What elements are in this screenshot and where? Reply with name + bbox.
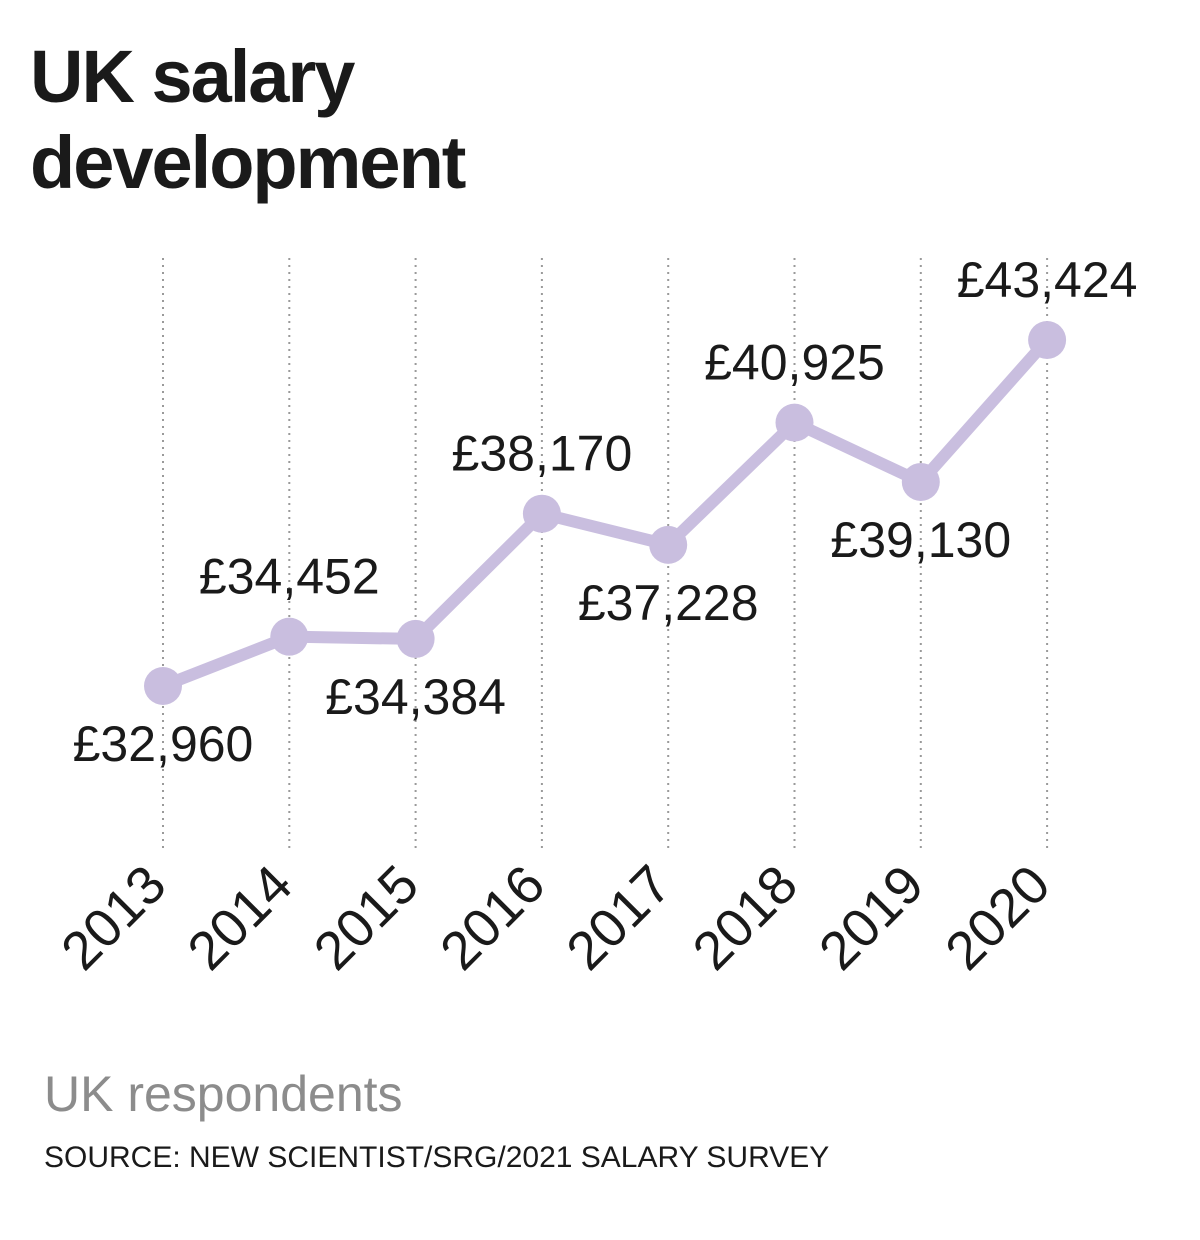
x-tick-2018: 2018 — [682, 854, 809, 981]
data-point-2020 — [1028, 321, 1067, 359]
data-point-2019 — [901, 462, 940, 501]
x-tick-2017: 2017 — [555, 854, 682, 981]
data-label-2017: £37,228 — [578, 575, 759, 631]
x-tick-2014: 2014 — [176, 854, 303, 981]
chart-area: £32,960 £34,452 £34,384 £38,170 £37,228 £40,9… — [50, 252, 1138, 981]
data-point-2017 — [649, 525, 688, 564]
source-note: SOURCE: NEW SCIENTIST/SRG/2021 SALARY SU… — [44, 1141, 830, 1174]
data-label-2013: £32,960 — [73, 716, 254, 772]
data-label-2015: £34,384 — [325, 669, 506, 725]
data-label-2020: £43,424 — [957, 252, 1138, 308]
data-point-2015 — [396, 619, 435, 658]
series-line — [157, 334, 1054, 692]
data-point-2016 — [522, 494, 561, 533]
data-label-2018: £40,925 — [704, 335, 885, 391]
x-tick-2016: 2016 — [429, 854, 556, 981]
data-label-2019: £39,130 — [830, 512, 1011, 568]
chart-title: UK salary development — [30, 35, 466, 204]
x-tick-2020: 2020 — [934, 854, 1061, 981]
data-label-2016: £38,170 — [452, 426, 633, 482]
x-tick-2019: 2019 — [808, 854, 935, 981]
data-label-2014: £34,452 — [199, 549, 380, 605]
chart-subtitle: UK respondents — [44, 1066, 403, 1122]
line-chart: £32,960 £34,452 £34,384 £38,170 £37,228 £40,9… — [50, 252, 1138, 981]
data-point-2013 — [144, 667, 182, 705]
data-point-2014 — [270, 617, 309, 656]
data-point-2018 — [775, 403, 814, 442]
x-tick-2013: 2013 — [50, 854, 177, 981]
x-tick-2015: 2015 — [303, 854, 430, 981]
